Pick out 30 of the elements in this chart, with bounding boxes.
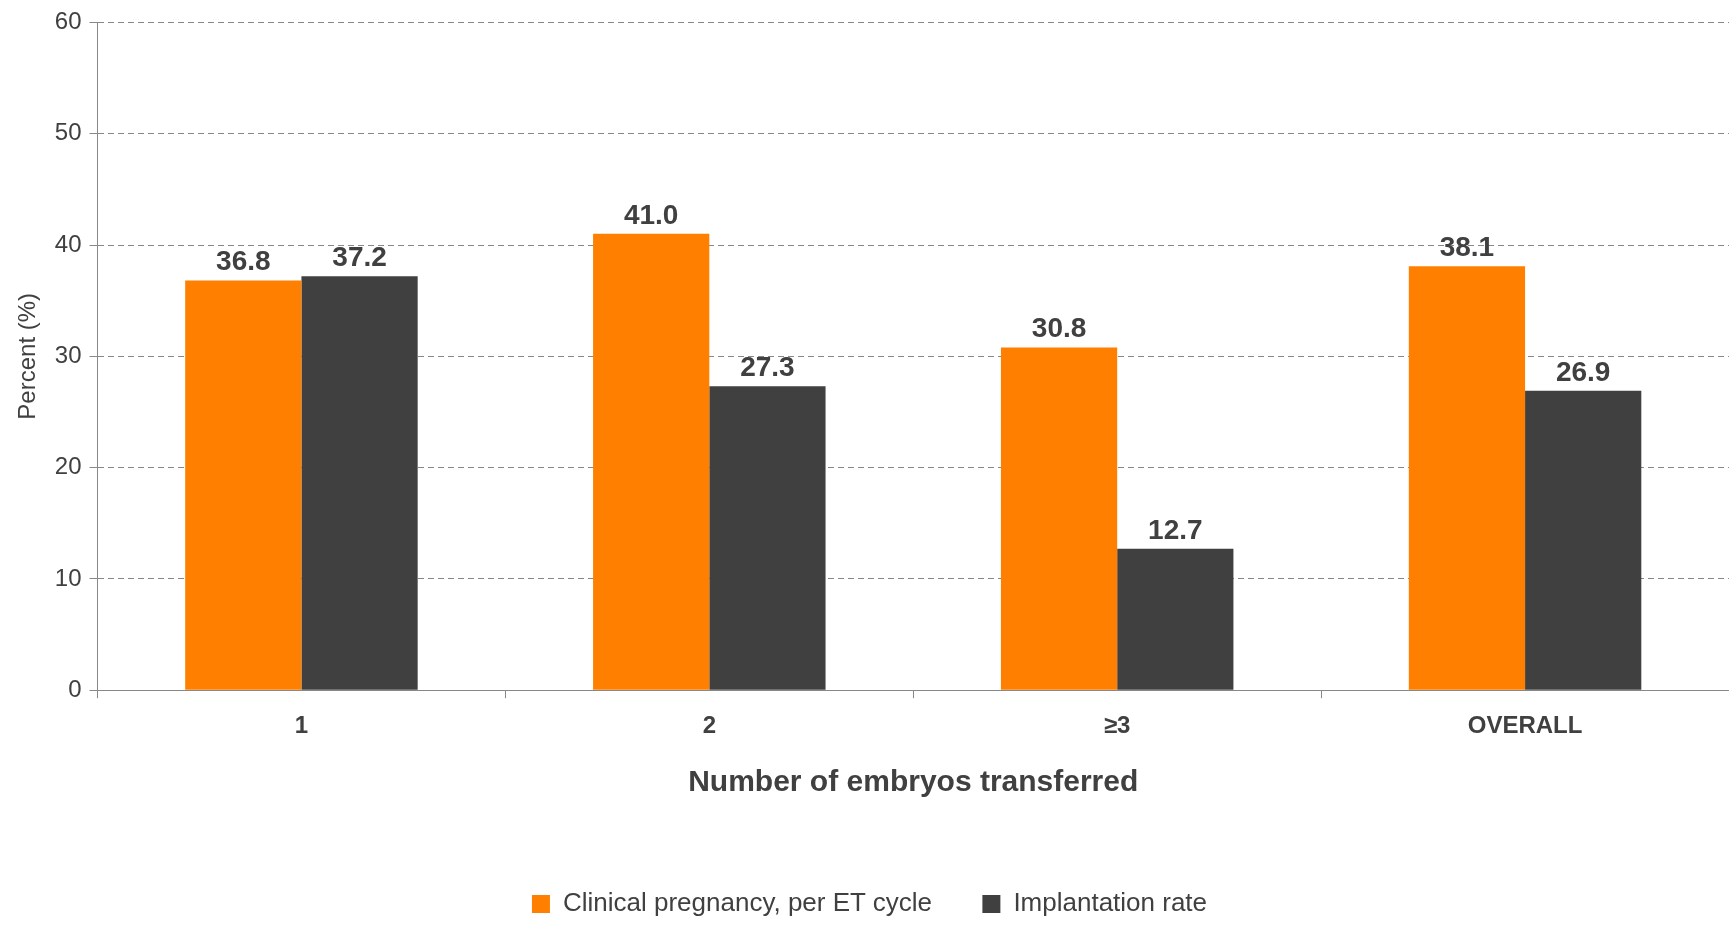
bar <box>185 280 302 690</box>
data-label: 27.3 <box>740 351 795 383</box>
data-label: 26.9 <box>1555 355 1611 387</box>
data-label: 12.7 <box>1148 513 1203 545</box>
y-tick-label: 20 <box>54 452 82 480</box>
bar <box>1408 266 1526 690</box>
x-tick-label: 1 <box>294 711 309 739</box>
y-tick-label: 50 <box>54 118 82 146</box>
bar <box>301 276 418 690</box>
x-tick-label: ≥3 <box>1103 711 1131 739</box>
y-tick-label: 40 <box>54 229 82 257</box>
y-tick-label: 10 <box>54 563 82 591</box>
bar <box>1117 548 1234 690</box>
data-label: 30.8 <box>1031 312 1087 344</box>
y-tick-label: 30 <box>54 340 82 368</box>
x-axis-title: Number of embryos transferred <box>688 764 1139 798</box>
data-label: 36.8 <box>216 245 271 277</box>
y-axis-title: Percent (%) <box>13 292 41 420</box>
bar <box>709 386 826 690</box>
legend-label: Clinical pregnancy, per ET cycle <box>562 887 932 918</box>
data-label: 41.0 <box>623 198 679 230</box>
x-tick-label: OVERALL <box>1467 711 1583 739</box>
y-tick-label: 60 <box>54 7 82 35</box>
bar <box>1525 390 1642 690</box>
bar <box>1000 347 1118 690</box>
y-tick-label: 0 <box>68 674 82 702</box>
data-label: 37.2 <box>332 240 387 272</box>
legend-label: Implantation rate <box>1013 887 1208 918</box>
x-tick-label: 2 <box>702 711 716 739</box>
bar <box>593 233 710 690</box>
